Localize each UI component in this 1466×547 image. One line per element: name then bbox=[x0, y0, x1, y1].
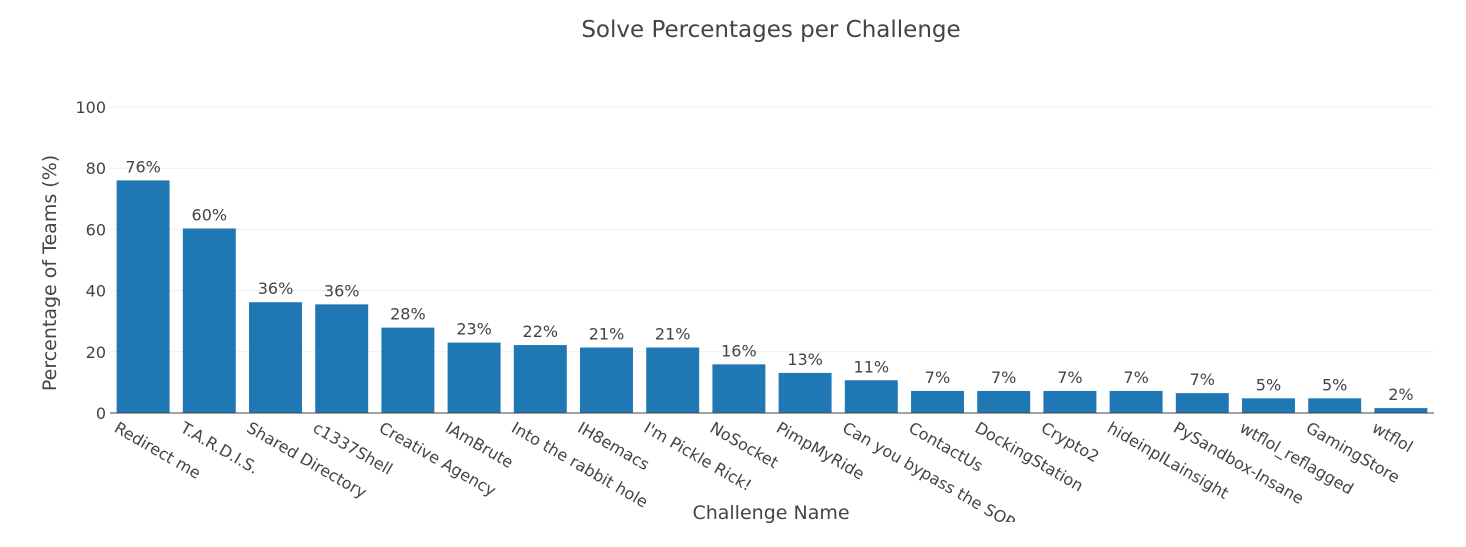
y-tick-label: 0 bbox=[96, 404, 106, 423]
data-label: 5% bbox=[1256, 375, 1281, 394]
data-label: 22% bbox=[523, 322, 559, 341]
chart-title: Solve Percentages per Challenge bbox=[581, 17, 960, 43]
bar bbox=[1308, 398, 1362, 413]
y-tick-label: 100 bbox=[75, 98, 106, 117]
data-label: 16% bbox=[721, 341, 757, 360]
data-label: 28% bbox=[390, 305, 426, 324]
data-label: 23% bbox=[456, 320, 492, 339]
data-label: 36% bbox=[324, 281, 360, 300]
bar bbox=[182, 228, 236, 413]
x-tick-label: Shared Directory bbox=[244, 418, 371, 502]
bar bbox=[1109, 390, 1163, 413]
bar bbox=[646, 347, 700, 413]
x-tick-label: hideinpILainsight bbox=[1104, 418, 1232, 503]
data-labels: 76% 60% 36% 36% 28% 23% 22% 21% 21% 16% 13% 11% 7% 7%… bbox=[125, 157, 1413, 404]
bar bbox=[911, 390, 964, 413]
data-label: 21% bbox=[589, 325, 625, 344]
y-tick-label: 40 bbox=[86, 282, 106, 301]
bar bbox=[447, 342, 501, 413]
data-label: 60% bbox=[192, 205, 228, 224]
bar bbox=[1175, 393, 1229, 413]
bar bbox=[1242, 398, 1295, 413]
y-tick-label: 20 bbox=[86, 343, 106, 362]
bar bbox=[381, 327, 435, 413]
data-label: 5% bbox=[1322, 375, 1347, 394]
x-tick-label: wtflol bbox=[1369, 418, 1416, 456]
data-label: 36% bbox=[258, 279, 294, 298]
data-label: 2% bbox=[1388, 385, 1413, 404]
data-label: 7% bbox=[1057, 368, 1082, 387]
data-label: 11% bbox=[854, 357, 890, 376]
bar bbox=[249, 302, 302, 413]
bar bbox=[1043, 390, 1097, 413]
y-axis-title: Percentage of Teams (%) bbox=[39, 155, 61, 391]
bar bbox=[513, 345, 567, 413]
data-label: 7% bbox=[925, 368, 950, 387]
y-tick-label: 60 bbox=[86, 220, 106, 239]
x-tick-label: Creative Agency bbox=[376, 418, 499, 500]
y-tick-label: 80 bbox=[86, 159, 106, 178]
data-label: 21% bbox=[655, 325, 691, 344]
y-axis-ticks: 0 20 40 60 80 100 bbox=[75, 98, 106, 423]
bar bbox=[315, 304, 369, 413]
bar bbox=[844, 380, 898, 413]
data-label: 7% bbox=[991, 368, 1016, 387]
bar bbox=[116, 180, 170, 413]
bars bbox=[116, 180, 1428, 413]
data-label: 13% bbox=[787, 350, 823, 369]
data-label: 7% bbox=[1123, 368, 1148, 387]
bar bbox=[977, 390, 1031, 413]
x-axis-title: Challenge Name bbox=[692, 502, 849, 524]
bar bbox=[712, 364, 766, 413]
bar bbox=[778, 372, 832, 413]
bar bbox=[1374, 408, 1428, 413]
data-label: 76% bbox=[125, 157, 161, 176]
bar bbox=[580, 347, 633, 413]
gridlines bbox=[110, 106, 1434, 353]
data-label: 7% bbox=[1190, 370, 1215, 389]
